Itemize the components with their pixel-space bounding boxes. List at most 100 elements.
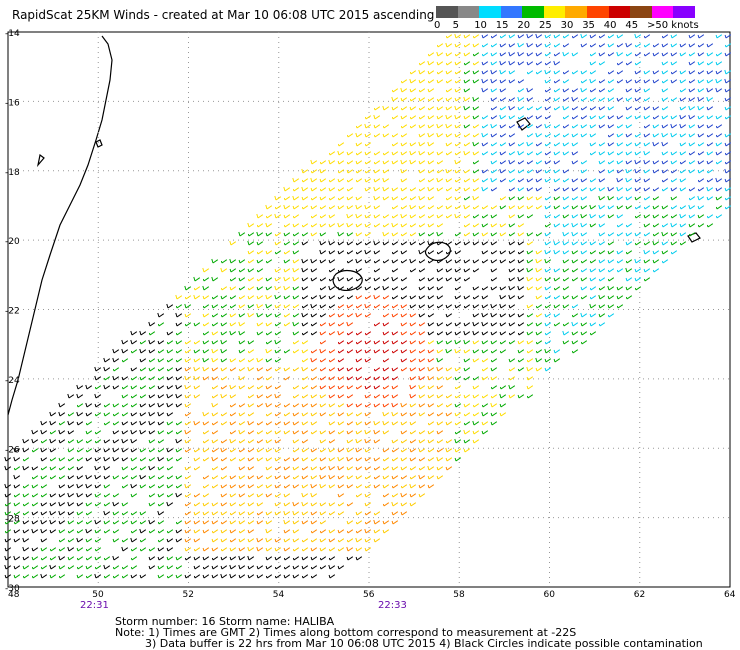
y-tick-label: -24 — [5, 376, 20, 386]
legend-swatch — [651, 6, 674, 18]
wind-barb — [517, 358, 525, 363]
wind-barb — [544, 142, 552, 147]
wind-barb — [265, 556, 273, 561]
wind-barb — [76, 421, 84, 426]
wind-barb — [553, 286, 561, 291]
wind-barb — [337, 484, 345, 489]
wind-barb — [535, 250, 543, 255]
wind-barb — [139, 367, 147, 372]
wind-barb — [418, 79, 426, 84]
wind-barb — [346, 151, 354, 156]
wind-barb — [463, 169, 471, 174]
wind-barb — [454, 286, 462, 291]
wind-barb — [238, 475, 246, 480]
wind-barb — [220, 295, 228, 300]
wind-barb — [526, 276, 534, 282]
wind-barb — [400, 223, 408, 228]
wind-barb — [310, 538, 318, 543]
wind-barb — [400, 187, 408, 192]
note-line-2: 3) Data buffer is 22 hrs from Mar 10 06:… — [145, 637, 703, 650]
wind-barb — [706, 214, 714, 219]
x-tick-label: 48 — [8, 590, 20, 600]
wind-barb — [292, 547, 300, 552]
wind-barb — [562, 34, 570, 39]
wind-barb — [499, 313, 507, 318]
wind-barb — [328, 268, 336, 273]
wind-barb — [76, 466, 84, 471]
wind-barb — [427, 394, 435, 399]
wind-barb — [247, 448, 255, 453]
wind-barb — [337, 160, 345, 165]
wind-barb — [616, 43, 624, 48]
wind-barb — [4, 547, 12, 552]
wind-barb — [328, 394, 336, 399]
wind-barb — [193, 349, 201, 354]
wind-barb — [670, 34, 678, 39]
wind-barb — [544, 178, 552, 183]
wind-barb — [544, 258, 552, 264]
wind-barb — [571, 133, 579, 138]
wind-barb — [526, 141, 534, 147]
wind-barb — [490, 214, 498, 219]
wind-barb — [31, 466, 39, 471]
wind-barb — [346, 205, 354, 210]
wind-barb — [418, 195, 426, 201]
wind-barb — [247, 394, 255, 399]
wind-barb — [121, 457, 129, 462]
wind-barb — [76, 483, 84, 489]
wind-barb — [598, 241, 606, 246]
wind-barb — [697, 70, 705, 75]
wind-barb — [391, 241, 399, 246]
wind-barb — [526, 187, 534, 192]
wind-barb — [697, 124, 705, 129]
wind-barb — [409, 430, 417, 435]
wind-barb — [247, 520, 255, 525]
wind-barb — [328, 448, 336, 453]
wind-barb — [301, 241, 309, 246]
wind-barb — [238, 358, 246, 363]
wind-barb — [67, 412, 75, 417]
wind-barb — [697, 79, 705, 84]
wind-barb — [310, 349, 318, 354]
wind-barb — [463, 178, 471, 183]
wind-barb — [103, 448, 111, 453]
wind-barb — [445, 447, 453, 453]
wind-barb — [157, 565, 165, 570]
wind-barb — [391, 96, 399, 102]
wind-barb — [715, 78, 723, 84]
wind-barb — [13, 474, 21, 480]
wind-barb — [283, 367, 291, 372]
wind-barb — [346, 196, 354, 201]
wind-barb — [67, 511, 75, 516]
wind-barb — [724, 97, 732, 102]
wind-barb — [445, 133, 453, 138]
wind-barb — [319, 205, 327, 210]
wind-barb — [445, 322, 453, 327]
wind-barb — [328, 574, 336, 579]
wind-barb — [274, 241, 282, 246]
wind-barb — [490, 259, 498, 264]
wind-barb — [715, 70, 723, 75]
wind-barb — [481, 214, 489, 219]
wind-barb — [49, 502, 57, 507]
wind-barb — [355, 304, 363, 309]
wind-barb — [283, 186, 291, 192]
wind-barb — [580, 205, 588, 210]
wind-barb — [319, 286, 327, 291]
wind-barb — [427, 79, 435, 84]
wind-barb — [553, 160, 561, 165]
wind-barb — [643, 159, 651, 165]
wind-barb — [346, 546, 354, 552]
wind-barb — [157, 385, 165, 390]
wind-barb — [526, 97, 534, 102]
wind-barb — [355, 132, 363, 138]
wind-barb — [517, 106, 525, 111]
wind-barb — [400, 412, 408, 417]
wind-barb — [319, 376, 327, 381]
wind-barb — [481, 394, 489, 399]
wind-barb — [409, 106, 417, 111]
wind-barb — [607, 277, 615, 282]
wind-barb — [139, 330, 147, 336]
wind-barb — [535, 70, 543, 75]
wind-barb — [436, 106, 444, 111]
